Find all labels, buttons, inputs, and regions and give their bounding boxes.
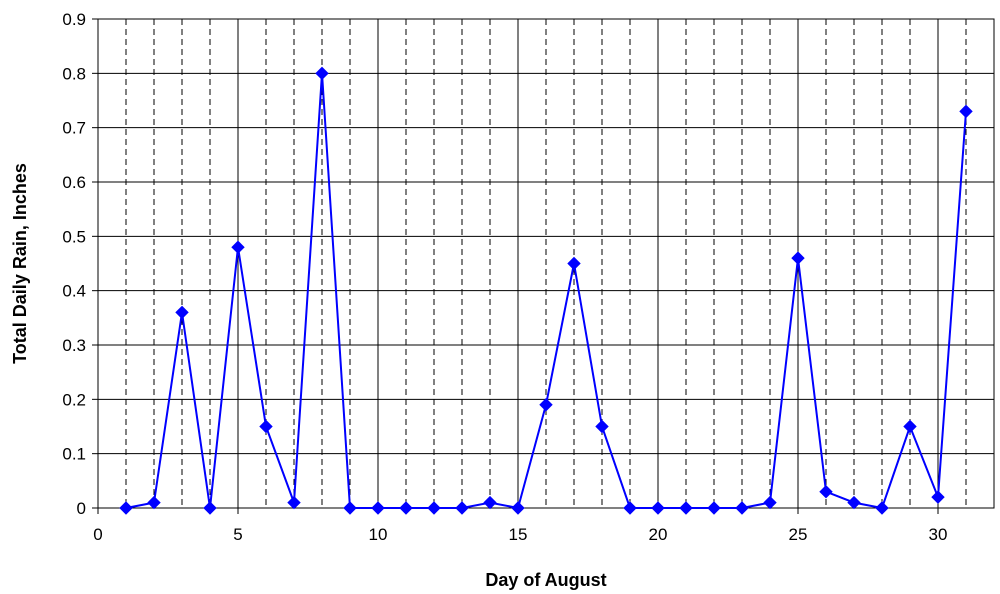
x-axis-ticks: 0 5 10 15 20 25 30	[93, 508, 947, 544]
data-point-diamond	[763, 495, 777, 510]
x-tick-label: 25	[789, 525, 808, 544]
data-point-diamond	[959, 104, 973, 119]
x-tick-label: 15	[509, 525, 528, 544]
data-point-diamond	[119, 501, 133, 515]
data-point-diamond	[707, 501, 721, 515]
plot-area	[97, 18, 995, 509]
y-tick-label: 0.2	[62, 390, 86, 409]
data-point-diamond	[903, 419, 917, 434]
data-point-diamond	[791, 251, 805, 265]
x-tick-label: 10	[369, 525, 388, 544]
x-tick-label: 5	[233, 525, 242, 544]
y-tick-label: 0.1	[62, 445, 86, 464]
data-point-diamond	[567, 256, 581, 271]
y-axis-ticks: 0 0.1 0.2 0.3 0.4 0.5 0.6 0.7 0.8 0.9	[62, 10, 98, 518]
data-point-diamond	[623, 501, 637, 515]
data-point-diamond	[315, 66, 329, 81]
data-point-diamond	[455, 501, 469, 515]
data-point-diamond	[511, 501, 525, 515]
y-tick-label: 0.5	[62, 227, 86, 246]
y-tick-label: 0	[77, 499, 86, 518]
data-point-diamond	[595, 419, 609, 434]
data-markers	[119, 66, 973, 515]
data-point-diamond	[175, 305, 189, 320]
y-axis-title: Total Daily Rain, Inches	[10, 163, 30, 364]
data-point-diamond	[203, 501, 217, 515]
data-point-diamond	[343, 501, 357, 515]
data-point-diamond	[287, 495, 301, 510]
data-point-diamond	[427, 501, 441, 515]
y-tick-label: 0.9	[62, 10, 86, 29]
y-tick-label: 0.7	[62, 119, 86, 138]
data-point-diamond	[679, 501, 693, 515]
x-axis-title: Day of August	[485, 570, 606, 590]
data-point-diamond	[147, 495, 161, 510]
data-point-diamond	[259, 419, 273, 434]
data-point-diamond	[231, 240, 245, 254]
data-point-diamond	[819, 484, 833, 499]
y-tick-label: 0.3	[62, 336, 86, 355]
y-tick-label: 0.4	[62, 282, 86, 301]
data-point-diamond	[931, 490, 945, 504]
major-vertical-gridlines	[237, 19, 939, 508]
y-tick-label: 0.8	[62, 64, 86, 83]
x-tick-label: 30	[929, 525, 948, 544]
data-point-diamond	[483, 495, 497, 510]
y-tick-label: 0.6	[62, 173, 86, 192]
data-point-diamond	[735, 501, 749, 515]
data-point-diamond	[875, 501, 889, 515]
data-point-diamond	[399, 501, 413, 515]
x-tick-label: 0	[93, 525, 102, 544]
data-point-diamond	[539, 398, 553, 412]
data-point-diamond	[651, 501, 665, 515]
data-point-diamond	[371, 501, 385, 515]
data-point-diamond	[847, 495, 861, 510]
day-gridlines	[125, 19, 967, 508]
x-tick-label: 20	[649, 525, 668, 544]
